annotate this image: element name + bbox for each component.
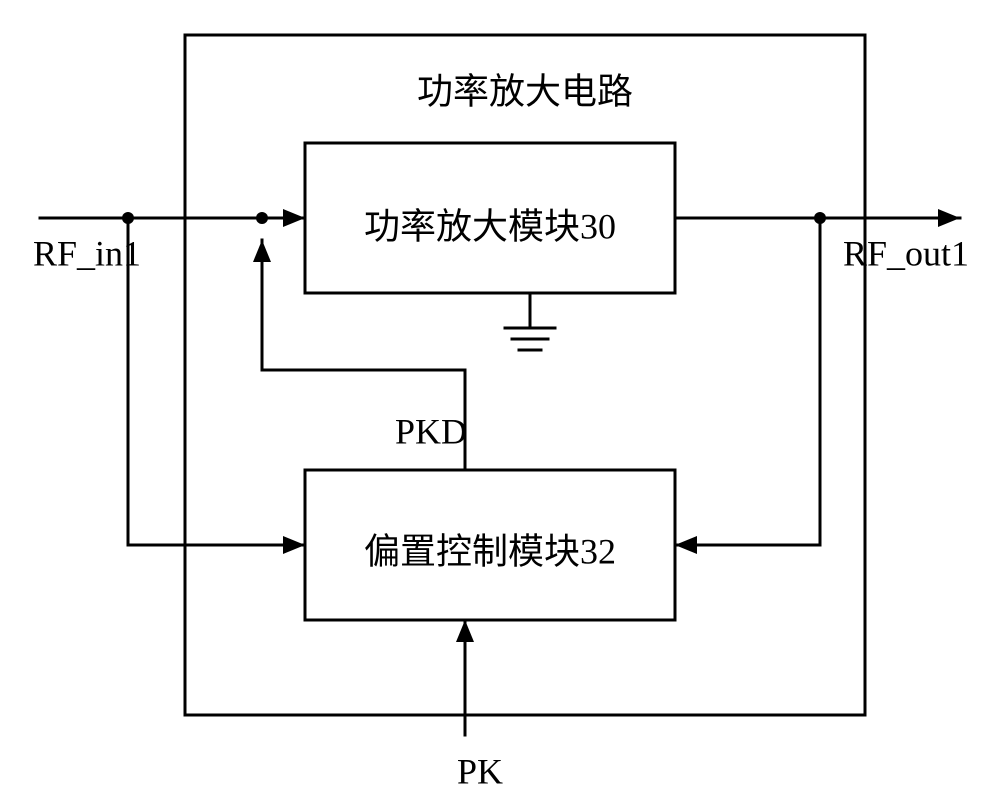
block-diagram: 功率放大电路功率放大模块30 偏置控制模块32 RF_in1 RF_out1 PKD PK [0,0,1000,787]
arrowhead [253,240,271,262]
bias-module-label: 偏置控制模块32 [364,531,616,571]
rf-out-label: RF_out1 [843,233,969,273]
pk-label: PK [457,751,503,787]
arrowhead [938,209,960,227]
arrowhead [456,620,474,642]
arrowhead [283,536,305,554]
arrowhead [283,209,305,227]
outer-box [185,35,865,715]
junction-dot [256,212,268,224]
pkd-label: PKD [395,411,467,451]
arrowhead [675,536,697,554]
rf-in-label: RF_in1 [33,233,141,273]
diagram-title: 功率放大电路 [417,71,633,111]
amp-module-label: 功率放大模块30 [364,206,616,246]
